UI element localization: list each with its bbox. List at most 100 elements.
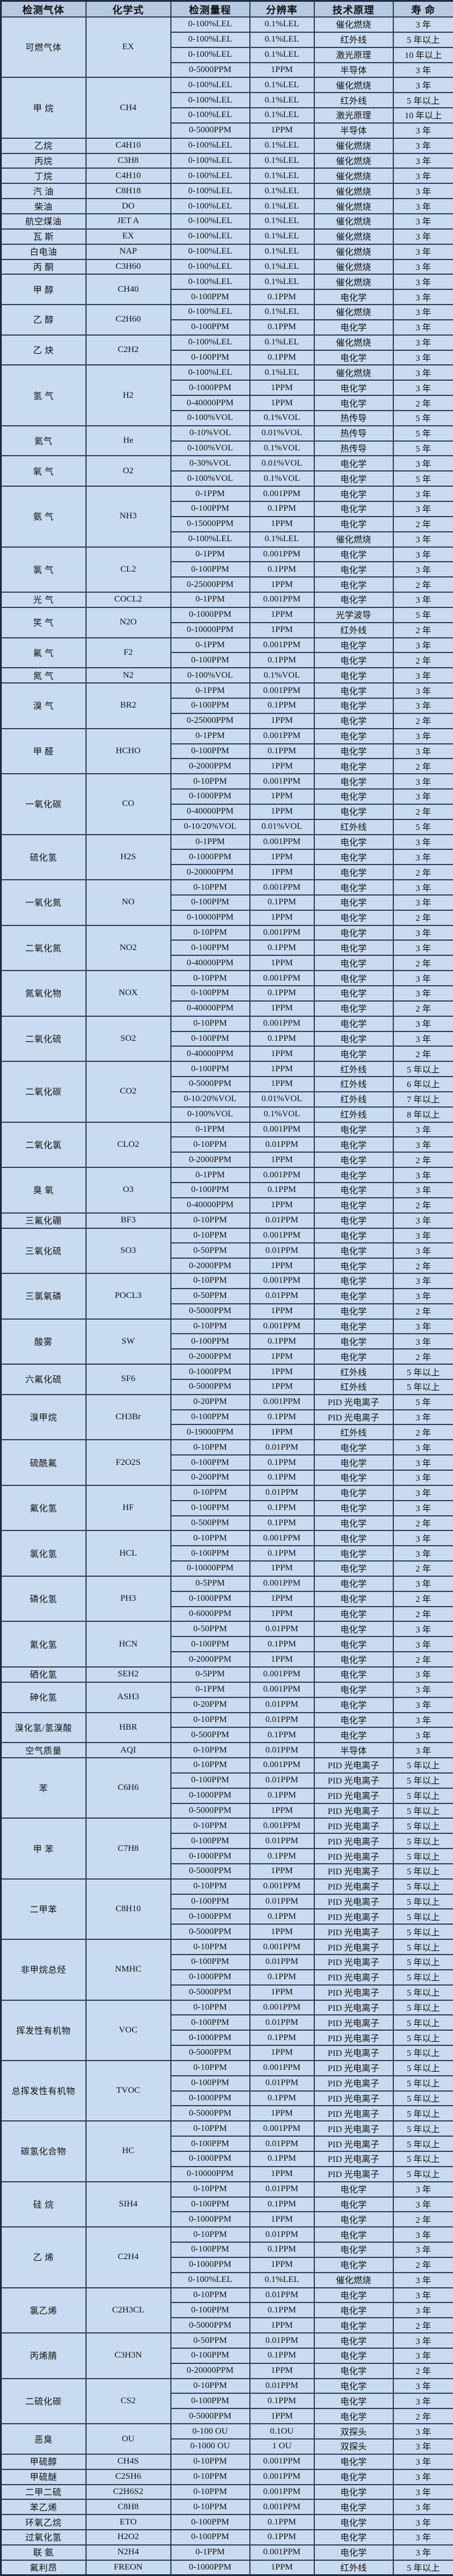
life-cell: 2 年 (393, 652, 453, 668)
resolution-cell: 1PPM (250, 2408, 314, 2424)
resolution-cell: 0.1PPM (250, 562, 314, 577)
resolution-cell: 1PPM (250, 2318, 314, 2333)
life-cell: 3 年 (393, 380, 453, 395)
life-cell: 3 年 (393, 1743, 453, 1758)
life-cell: 3 年 (393, 2227, 453, 2242)
resolution-cell: 0.01PPM (250, 1440, 314, 1455)
life-cell: 2 年 (393, 1304, 453, 1319)
life-cell: 3 年 (393, 532, 453, 547)
principle-cell: 电化学 (314, 940, 393, 955)
resolution-cell: 1PPM (250, 1061, 314, 1077)
resolution-cell: 0.1%LEL (250, 532, 314, 547)
resolution-cell: 0.001PPM (250, 683, 314, 698)
range-cell: 0-100%LEL (171, 153, 250, 169)
life-cell: 3 年 (393, 1713, 453, 1728)
resolution-cell: 0.1PPM (250, 2393, 314, 2408)
principle-cell: 电化学 (314, 1289, 393, 1304)
principle-cell: PID 光电离子 (314, 2151, 393, 2167)
principle-cell: 催化燃烧 (314, 244, 393, 259)
life-cell: 5 年以上 (393, 2167, 453, 2182)
formula-cell: H2S (86, 835, 171, 880)
range-cell: 0-100PPM (171, 350, 250, 365)
resolution-cell: 1PPM (250, 1652, 314, 1667)
range-cell: 0-30%VOL (171, 456, 250, 471)
resolution-cell: 0.1PPM (250, 2091, 314, 2106)
range-cell: 0-100PPM (171, 2242, 250, 2257)
range-cell: 0-100PPM (171, 1833, 250, 1849)
resolution-cell: 0.01%VOL (250, 426, 314, 441)
resolution-cell: 0.001PPM (250, 1682, 314, 1697)
principle-cell: 红外线 (314, 1092, 393, 1107)
life-cell: 3 年 (393, 2273, 453, 2288)
life-cell: 3 年 (393, 1243, 453, 1258)
range-cell: 0-40000PPM (171, 1198, 250, 1213)
life-cell: 2 年 (393, 1152, 453, 1167)
range-cell: 0-100%LEL (171, 32, 250, 47)
formula-cell: NAP (86, 244, 171, 259)
gas-name-cell: 二氧化氯 (1, 1122, 86, 1168)
formula-cell: EX (86, 17, 171, 77)
gas-name-cell: 臭 氧 (1, 1167, 86, 1213)
principle-cell: 催化燃烧 (314, 138, 393, 153)
range-cell: 0-10PPM (171, 1213, 250, 1228)
range-cell: 0-6000PPM (171, 1607, 250, 1622)
life-cell: 3 年 (393, 183, 453, 199)
gas-name-cell: 瓦 斯 (1, 229, 86, 244)
resolution-cell: 0.1PPM (250, 289, 314, 305)
life-cell: 5 年以上 (393, 1970, 453, 1985)
formula-cell: HCHO (86, 729, 171, 774)
principle-cell: 催化燃烧 (314, 365, 393, 380)
resolution-cell: 0.01PPM (250, 2227, 314, 2242)
principle-cell: 催化燃烧 (314, 168, 393, 183)
life-cell: 3 年 (393, 123, 453, 138)
resolution-cell: 0.001PPM (250, 2545, 314, 2560)
principle-cell: 红外线 (314, 93, 393, 108)
gas-name-cell: 六氟化硫 (1, 1364, 86, 1395)
range-cell: 0-10PPM (171, 2379, 250, 2394)
life-cell: 3 年 (393, 1455, 453, 1470)
resolution-cell: 0.001PPM (250, 486, 314, 501)
range-cell: 0-100%VOL (171, 411, 250, 426)
life-cell: 3 年 (393, 168, 453, 183)
range-cell: 0-100%LEL (171, 305, 250, 320)
resolution-cell: 1PPM (250, 1985, 314, 2000)
life-cell: 3 年 (393, 1501, 453, 1516)
gas-name-cell: 二氧化氮 (1, 925, 86, 971)
range-cell: 0-10/20%VOL (171, 819, 250, 835)
gas-name-cell: 一氧化氮 (1, 880, 86, 925)
range-cell: 0-5000PPM (171, 1864, 250, 1879)
resolution-cell: 0.1%LEL (250, 244, 314, 259)
principle-cell: 催化燃烧 (314, 153, 393, 169)
principle-cell: 电化学 (314, 2545, 393, 2560)
range-cell: 0-10PPM (171, 2499, 250, 2514)
range-cell: 0-100%VOL (171, 441, 250, 456)
life-cell: 3 年 (393, 1410, 453, 1425)
principle-cell: PID 光电离子 (314, 2030, 393, 2045)
range-cell: 0-20PPM (171, 1697, 250, 1713)
principle-cell: 红外线 (314, 32, 393, 47)
resolution-cell: 1PPM (250, 1607, 314, 1622)
principle-cell: 电化学 (314, 910, 393, 925)
resolution-cell: 0.1PPM (250, 2151, 314, 2167)
formula-cell: C8H8 (86, 2499, 171, 2514)
principle-cell: PID 光电离子 (314, 1849, 393, 1864)
principle-cell: 电化学 (314, 1455, 393, 1470)
principle-cell: 电化学 (314, 2454, 393, 2469)
life-cell: 3 年 (393, 138, 453, 153)
life-cell: 2 年 (393, 1561, 453, 1576)
resolution-cell: 1PPM (250, 2363, 314, 2379)
resolution-cell: 1PPM (250, 1304, 314, 1319)
life-cell: 3 年 (393, 1682, 453, 1697)
gas-name-cell: 硒化氢 (1, 1667, 86, 1682)
life-cell: 2 年 (393, 1607, 453, 1622)
formula-cell: C6H6 (86, 1758, 171, 1818)
principle-cell: 电化学 (314, 2212, 393, 2227)
resolution-cell: 0.001PPM (250, 2499, 314, 2514)
